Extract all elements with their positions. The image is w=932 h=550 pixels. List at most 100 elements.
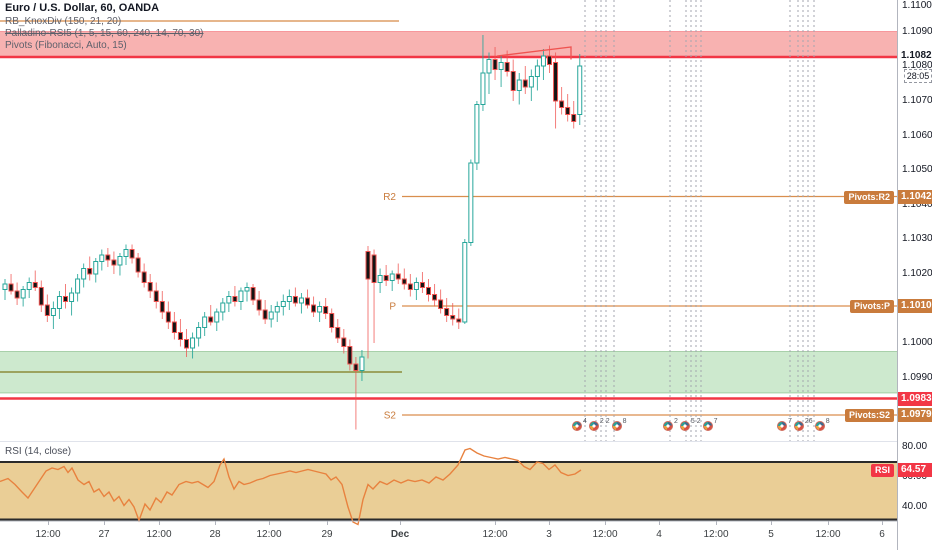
time-tick-label: 12:00 [815, 529, 841, 540]
time-tick-label: 5 [768, 529, 774, 540]
event-pie-icon [777, 421, 787, 431]
time-tick-mark [269, 521, 270, 525]
event-marker[interactable]: 8 [611, 418, 628, 431]
time-tick-mark [48, 521, 49, 525]
event-marker[interactable]: 8 [814, 418, 831, 431]
price-badge-1.09792: 1.09792 [898, 408, 932, 422]
event-pie-icon [663, 421, 673, 431]
edge-badge-pivots-s2: Pivots:S2 [844, 409, 894, 422]
time-tick-label: 12:00 [256, 529, 282, 540]
time-tick-mark [159, 521, 160, 525]
time-tick-label: 12:00 [592, 529, 618, 540]
rsi-edge-badge: RSI [870, 464, 894, 477]
time-tick-label: 3 [546, 529, 552, 540]
time-tick-label: 29 [321, 529, 333, 540]
resistance-zone [0, 31, 897, 57]
time-tick-mark [215, 521, 216, 525]
time-tick-label: 28 [209, 529, 221, 540]
price-tick-label: 1.10900 [902, 25, 932, 37]
rsi-tick-label: 80.00 [902, 441, 928, 452]
event-count-label: 5 2 [690, 418, 701, 425]
event-marker-cluster[interactable]: 4 2 2 8 [572, 418, 628, 431]
pivot-label-r2: R2 [383, 192, 396, 203]
event-count-label: 7 [788, 418, 792, 425]
event-pie-icon [814, 421, 825, 431]
event-marker[interactable]: 2 [663, 418, 679, 431]
price-tick-label: 1.10300 [902, 233, 932, 244]
event-pie-icon [793, 421, 804, 431]
symbol-title[interactable]: Euro / U.S. Dollar, 60, OANDA [5, 2, 160, 14]
event-marker[interactable]: 5 2 [679, 418, 702, 431]
event-count-label: 4 [583, 418, 587, 425]
event-marker[interactable]: 7 [702, 418, 719, 431]
event-pie-icon [588, 421, 599, 431]
event-count-label: 7 [713, 418, 718, 425]
time-tick-label: 12:00 [703, 529, 729, 540]
price-tick-label: 1.10400 [902, 198, 932, 210]
rsi-indicator-label[interactable]: RSI (14, close) [5, 446, 72, 457]
price-badge-1.10423: 1.10423 [898, 189, 932, 204]
time-tick-label: 12:00 [35, 529, 61, 540]
rsi-line [0, 447, 582, 526]
event-count-label: 8 [825, 418, 830, 425]
price-tick-label: 1.10800 [902, 60, 932, 71]
time-tick-mark [659, 521, 660, 525]
price-badge-1.10107: 1.10107 [898, 299, 932, 313]
price-tick-label: 1.10600 [902, 129, 932, 141]
time-tick-label: 4 [656, 529, 662, 540]
event-count-label: 26 [804, 418, 813, 425]
price-tick-label: 1.10700 [902, 95, 932, 106]
chart-legend: Euro / U.S. Dollar, 60, OANDA RB_KnoxDiv… [5, 2, 204, 52]
price-tick-label: 1.10500 [902, 164, 932, 175]
event-marker[interactable]: 26 [793, 418, 814, 431]
rsi-value-badge: 64.57 [898, 463, 932, 477]
event-marker-cluster[interactable]: 7 26 8 [777, 418, 831, 431]
event-count-label: 2 2 [599, 418, 610, 425]
time-tick-label: 12:00 [146, 529, 172, 540]
time-tick-mark [771, 521, 772, 525]
event-marker[interactable]: 2 2 [588, 418, 611, 431]
indicator-palladino-rsi5[interactable]: Palladino-RSI5 (1, 5, 15, 60, 240, 14, 7… [5, 28, 204, 39]
edge-badge-pivots-p: Pivots:P [849, 300, 894, 313]
time-tick-mark [828, 521, 829, 525]
price-badge-1.09839: 1.09839 [898, 391, 932, 406]
price-tick-label: 1.09900 [902, 371, 932, 383]
event-pie-icon [572, 421, 582, 431]
indicator-rb-knoxdiv[interactable]: RB_KnoxDiv (150, 21, 20) [5, 16, 122, 27]
time-tick-label: 12:00 [482, 529, 508, 540]
price-tick-label: 1.11000 [902, 0, 932, 11]
time-tick-mark [327, 521, 328, 525]
pivot-label-s2: S2 [384, 411, 397, 422]
event-pie-icon [611, 421, 622, 431]
rsi-tick-label: 40.00 [902, 501, 928, 512]
event-pie-icon [679, 421, 690, 431]
time-tick-label: 6 [879, 529, 885, 540]
indicator-pivots[interactable]: Pivots (Fibonacci, Auto, 15) [5, 40, 127, 51]
time-tick-mark [882, 521, 883, 525]
time-tick-mark [400, 521, 401, 525]
last-price-label: 1.10826 [900, 50, 932, 61]
edge-badge-pivots-r2: Pivots:R2 [844, 190, 894, 204]
time-tick-mark [104, 521, 105, 525]
candles-group [2, 35, 583, 430]
time-tick-label: 27 [98, 529, 110, 540]
rsi-band [0, 462, 897, 520]
time-tick-label: Dec [390, 529, 410, 540]
event-count-label: 2 [674, 418, 678, 425]
event-marker[interactable]: 4 [572, 418, 588, 431]
trendline [496, 46, 572, 60]
event-count-label: 8 [622, 418, 627, 425]
event-marker[interactable]: 7 [777, 418, 793, 431]
time-tick-mark [549, 521, 550, 525]
time-tick-mark [716, 521, 717, 525]
price-tick-label: 1.10000 [902, 337, 932, 348]
price-axis[interactable]: 1.11000 1.10900 1.10800 1.10700 1.10600 1.105… [897, 0, 932, 550]
price-tick-label: 1.10200 [902, 268, 932, 279]
event-marker-cluster[interactable]: 2 5 2 7 [663, 418, 719, 431]
time-axis[interactable]: 12:00 27 12:00 28 12:00 29 Dec 12:00 3 12:00 4 12:0… [0, 521, 897, 550]
pivot-label-p: P [389, 302, 396, 313]
time-tick-mark [605, 521, 606, 525]
bar-countdown: 28:05 [904, 69, 932, 83]
